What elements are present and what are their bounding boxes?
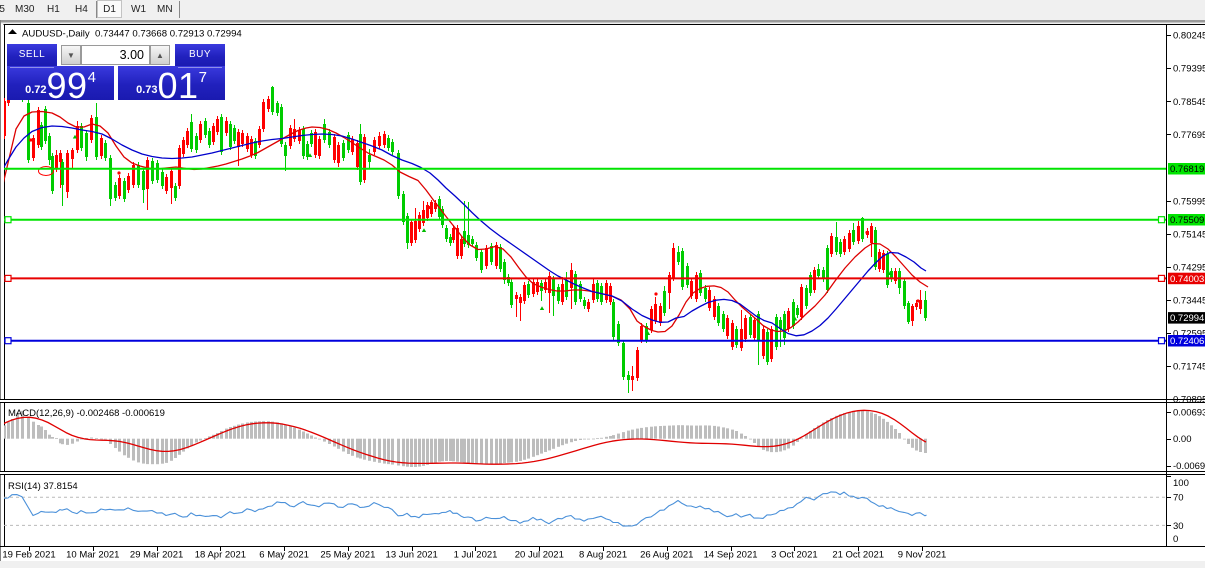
svg-text:21 Oct 2021: 21 Oct 2021 xyxy=(832,550,884,561)
svg-text:10 Mar 2021: 10 Mar 2021 xyxy=(66,550,119,561)
svg-text:100: 100 xyxy=(1173,478,1189,489)
svg-text:0.74295: 0.74295 xyxy=(1173,262,1205,273)
svg-text:26 Aug 2021: 26 Aug 2021 xyxy=(640,550,693,561)
svg-text:0.72406: 0.72406 xyxy=(1170,336,1204,347)
svg-text:0.78545: 0.78545 xyxy=(1173,97,1205,108)
svg-text:0.0069380: 0.0069380 xyxy=(1173,407,1205,418)
svg-text:0.75995: 0.75995 xyxy=(1173,196,1205,207)
svg-text:9 Nov 2021: 9 Nov 2021 xyxy=(898,550,947,561)
svg-text:0.71745: 0.71745 xyxy=(1173,361,1205,372)
svg-text:0.75145: 0.75145 xyxy=(1173,229,1205,240)
svg-text:0.00: 0.00 xyxy=(1173,434,1192,445)
svg-text:MACD(12,26,9) -0.002468 -0.000: MACD(12,26,9) -0.002468 -0.000619 xyxy=(8,408,165,419)
svg-text:3 Oct 2021: 3 Oct 2021 xyxy=(771,550,817,561)
svg-text:0.77695: 0.77695 xyxy=(1173,130,1205,141)
svg-text:1 Jul 2021: 1 Jul 2021 xyxy=(454,550,498,561)
svg-text:6 May 2021: 6 May 2021 xyxy=(259,550,309,561)
svg-text:-0.0069944: -0.0069944 xyxy=(1173,461,1205,472)
svg-text:0.72994: 0.72994 xyxy=(1170,313,1204,324)
svg-text:0.79395: 0.79395 xyxy=(1173,64,1205,75)
svg-text:8 Aug 2021: 8 Aug 2021 xyxy=(579,550,627,561)
svg-text:0.73445: 0.73445 xyxy=(1173,295,1205,306)
svg-text:0.76819: 0.76819 xyxy=(1170,164,1204,175)
svg-text:0.75509: 0.75509 xyxy=(1170,215,1204,226)
svg-text:13 Jun 2021: 13 Jun 2021 xyxy=(386,550,438,561)
svg-text:AUDUSD-,Daily 0.73447 0.73668: AUDUSD-,Daily 0.73447 0.73668 0.72913 0.… xyxy=(22,29,242,40)
svg-text:0.70895: 0.70895 xyxy=(1173,394,1205,405)
svg-text:25 May 2021: 25 May 2021 xyxy=(320,550,375,561)
svg-text:19 Feb 2021: 19 Feb 2021 xyxy=(2,550,55,561)
svg-text:14 Sep 2021: 14 Sep 2021 xyxy=(704,550,758,561)
svg-text:20 Jul 2021: 20 Jul 2021 xyxy=(515,550,564,561)
svg-text:18 Apr 2021: 18 Apr 2021 xyxy=(195,550,246,561)
svg-text:0: 0 xyxy=(1173,534,1178,545)
svg-text:0.74003: 0.74003 xyxy=(1170,274,1204,285)
svg-text:0.80245: 0.80245 xyxy=(1173,31,1205,42)
svg-text:30: 30 xyxy=(1173,521,1184,532)
svg-text:0.72595: 0.72595 xyxy=(1173,328,1205,339)
svg-text:29 Mar 2021: 29 Mar 2021 xyxy=(130,550,183,561)
svg-text:RSI(14) 37.8154: RSI(14) 37.8154 xyxy=(8,481,78,492)
svg-text:70: 70 xyxy=(1173,493,1184,504)
